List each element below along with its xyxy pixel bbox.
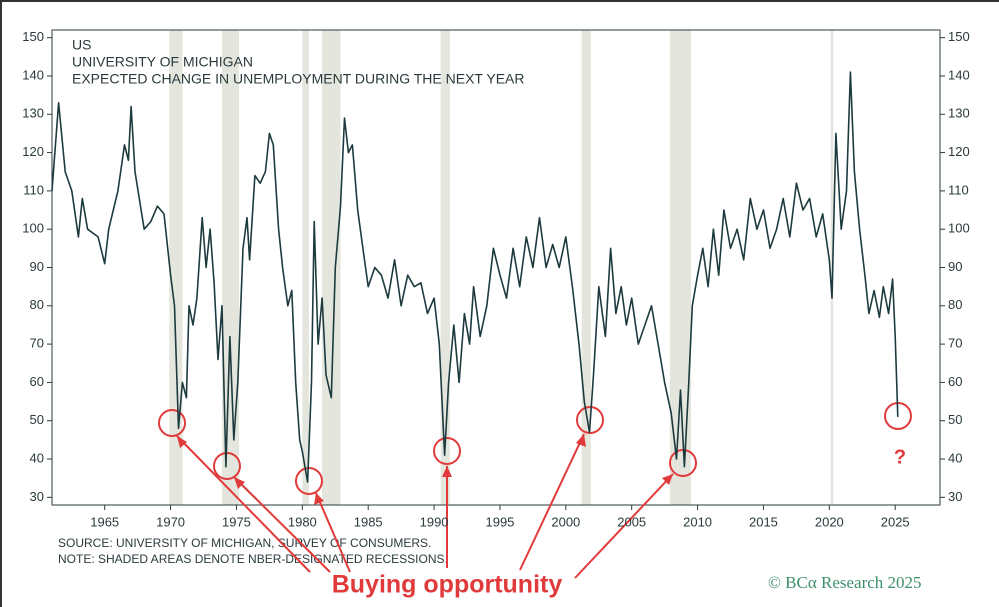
y-tick-label: 120 <box>948 144 970 159</box>
x-tick-label: 1970 <box>156 514 185 529</box>
y-tick-label: 60 <box>948 374 962 389</box>
y-tick-label: 80 <box>30 297 44 312</box>
arrowhead <box>442 466 452 477</box>
x-tick-label: 1980 <box>288 514 317 529</box>
x-tick-label: 1990 <box>420 514 449 529</box>
arrowheads <box>177 434 673 505</box>
credit: © BCα Research 2025 <box>768 573 922 592</box>
recession-band <box>669 30 691 505</box>
y-tick-label: 30 <box>948 489 962 504</box>
x-tick-label: 1995 <box>485 514 514 529</box>
x-tick-label: 2010 <box>683 514 712 529</box>
arrowhead <box>314 493 324 505</box>
y-tick-label: 140 <box>948 67 970 82</box>
y-tick-label: 60 <box>30 374 44 389</box>
x-tick-label: 2000 <box>551 514 580 529</box>
highlight-circle <box>576 406 604 434</box>
data-line <box>51 71 899 483</box>
y-tick-label: 80 <box>948 297 962 312</box>
arrowhead <box>234 477 245 489</box>
highlight-circle <box>433 437 461 465</box>
x-tick-label: 2005 <box>617 514 646 529</box>
x-tick-label: 2015 <box>749 514 778 529</box>
y-tick-label: 110 <box>23 182 44 197</box>
y-tick-label: 50 <box>948 412 962 427</box>
chart-title: US <box>72 37 91 53</box>
y-tick-label: 70 <box>948 336 962 351</box>
y-tick-label: 90 <box>948 259 962 274</box>
y-tick-label: 120 <box>22 144 44 159</box>
recession-band <box>440 30 450 505</box>
arrow <box>574 473 674 579</box>
x-tick-label: 2025 <box>881 514 910 529</box>
arrow <box>233 476 331 573</box>
x-tick-label: 2020 <box>815 514 844 529</box>
y-tick-label: 40 <box>948 450 962 465</box>
recession-band <box>169 30 183 505</box>
arrow <box>176 435 311 573</box>
annotation: ? <box>894 446 906 468</box>
annotation-marks <box>158 402 912 579</box>
chart-subtitle: EXPECTED CHANGE IN UNEMPLOYMENT DURING T… <box>72 71 525 87</box>
highlight-circle <box>295 467 323 495</box>
arrowhead <box>662 474 673 485</box>
x-tick-label: 1965 <box>90 514 119 529</box>
y-tick-label: 50 <box>30 412 44 427</box>
x-tick-label: 1985 <box>354 514 383 529</box>
y-tick-label: 150 <box>22 29 44 44</box>
y-tick-label: 150 <box>948 29 970 44</box>
y-tick-label: 130 <box>948 106 970 121</box>
y-tick-label: 100 <box>22 221 44 236</box>
y-tick-label: 110 <box>948 182 969 197</box>
arrowhead <box>177 436 187 448</box>
arrow <box>519 433 585 571</box>
recession-band <box>581 30 591 505</box>
recession-band <box>302 30 309 505</box>
source-note: SOURCE: UNIVERSITY OF MICHIGAN, SURVEY O… <box>58 536 431 550</box>
y-tick-label: 140 <box>22 67 44 82</box>
y-tick-label: 90 <box>30 259 44 274</box>
y-tick-label: 100 <box>948 221 970 236</box>
annotation: Buying opportunity <box>332 571 563 599</box>
y-tick-label: 130 <box>22 106 44 121</box>
arrow <box>315 492 351 573</box>
highlight-circle <box>158 409 186 437</box>
recession-band <box>322 30 341 505</box>
arrowhead <box>576 434 586 447</box>
x-tick-label: 1975 <box>222 514 251 529</box>
recession-band <box>221 30 240 505</box>
y-tick-label: 40 <box>30 450 44 465</box>
chart-subtitle: UNIVERSITY OF MICHIGAN <box>72 54 253 70</box>
y-tick-label: 70 <box>30 336 44 351</box>
source-note: NOTE: SHADED AREAS DENOTE NBER-DESIGNATE… <box>58 552 448 566</box>
y-tick-label: 30 <box>30 489 44 504</box>
